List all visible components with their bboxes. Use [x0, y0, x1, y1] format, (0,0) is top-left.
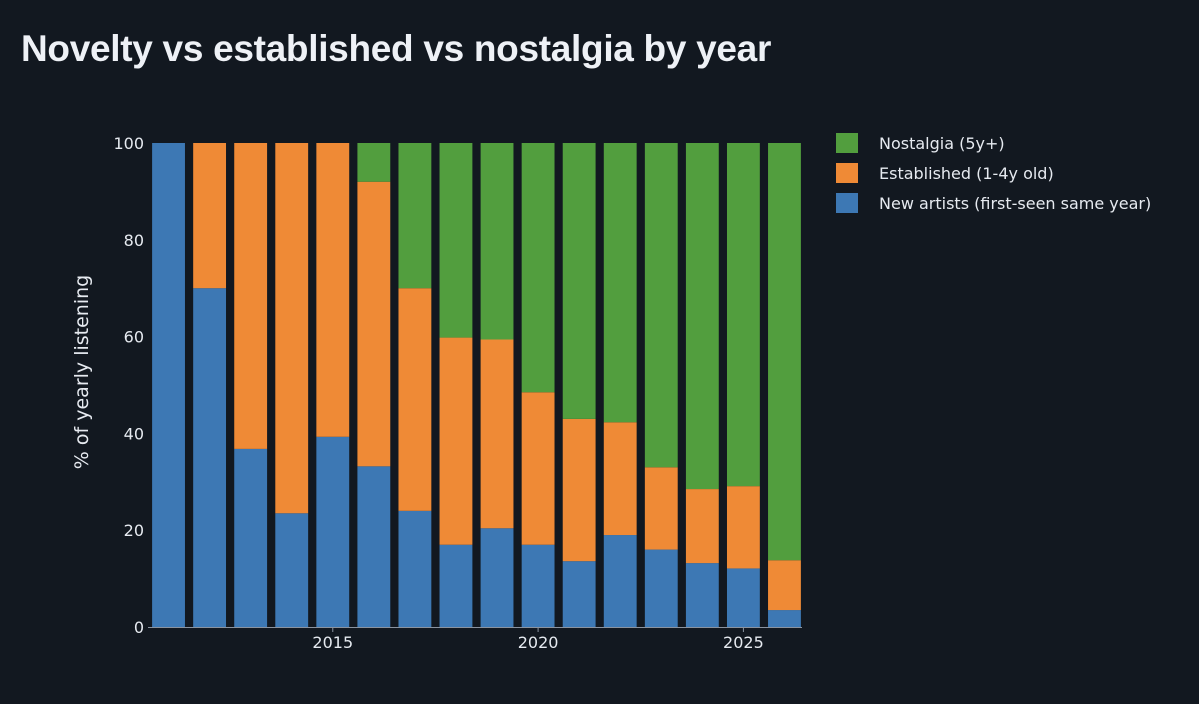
legend-swatch [836, 193, 858, 213]
legend-item-new[interactable]: New artists (first-seen same year) [836, 188, 1151, 218]
bar-segment-2025-series-2 [726, 143, 760, 487]
legend-item-established[interactable]: Established (1-4y old) [836, 158, 1151, 188]
bar-segment-2016-series-1 [357, 181, 391, 467]
bar-segment-2024-series-2 [685, 143, 719, 490]
y-tick-label-60: 60 [124, 328, 144, 347]
bar-segment-2020-series-0 [521, 544, 555, 627]
bar-segment-2023-series-2 [644, 143, 678, 468]
bar-segment-2017-series-2 [398, 143, 432, 289]
x-tick-label-2020: 2020 [518, 633, 559, 652]
y-axis-title: % of yearly listening [71, 275, 93, 469]
y-tick-label-20: 20 [124, 521, 144, 540]
y-tick-label-0: 0 [134, 618, 144, 637]
legend-label: Established (1-4y old) [879, 163, 1054, 183]
bar-segment-2024-series-1 [685, 489, 719, 564]
y-tick-label-80: 80 [124, 231, 144, 250]
bar-segment-2026-series-2 [768, 143, 801, 561]
y-tick-label-40: 40 [124, 424, 144, 443]
bar-segment-2019-series-2 [480, 143, 514, 340]
bar-segment-2012-series-1 [193, 143, 227, 289]
bar-segment-2012-series-0 [193, 288, 227, 627]
bar-segment-2021-series-1 [562, 418, 596, 562]
bar-segment-2013-series-1 [234, 143, 268, 449]
bars-layer [152, 143, 801, 627]
bar-segment-2013-series-0 [234, 448, 268, 627]
bar-segment-2015-series-0 [316, 436, 350, 627]
axes-layer: 0 20 40 60 80 100 2015 2020 2025 [113, 134, 802, 652]
bar-segment-2018-series-0 [439, 544, 473, 627]
legend-label: New artists (first-seen same year) [879, 193, 1152, 213]
chart-title: Novelty vs established vs nostalgia by y… [21, 28, 772, 69]
bar-segment-2015-series-1 [316, 143, 350, 437]
bar-segment-2019-series-1 [480, 339, 514, 529]
x-tick-label-2015: 2015 [312, 633, 353, 652]
bar-segment-2016-series-2 [357, 143, 391, 182]
bar-segment-2022-series-0 [603, 535, 637, 627]
legend: Nostalgia (5y+) Established (1-4y old) New… [836, 128, 1151, 218]
y-tick-label-100: 100 [113, 134, 144, 153]
bar-segment-2014-series-0 [275, 513, 309, 627]
legend-label: Nostalgia (5y+) [879, 133, 1005, 153]
bar-segment-2017-series-0 [398, 510, 432, 627]
bar-segment-2014-series-1 [275, 143, 309, 514]
legend-swatch [836, 163, 858, 183]
bar-segment-2011-series-0 [152, 143, 185, 627]
bar-segment-2022-series-1 [603, 422, 637, 536]
bar-segment-2023-series-1 [644, 467, 678, 550]
bar-segment-2025-series-0 [726, 568, 760, 627]
bar-segment-2019-series-0 [480, 528, 514, 627]
bar-segment-2026-series-1 [768, 560, 801, 611]
bar-segment-2021-series-2 [562, 143, 596, 419]
bar-segment-2021-series-0 [562, 561, 596, 627]
bar-segment-2017-series-1 [398, 288, 432, 511]
x-tick-label-2025: 2025 [723, 633, 764, 652]
bar-segment-2022-series-2 [603, 143, 637, 423]
bar-segment-2020-series-2 [521, 143, 555, 393]
bar-segment-2026-series-0 [768, 610, 801, 627]
bar-segment-2018-series-2 [439, 143, 473, 338]
bar-segment-2024-series-0 [685, 563, 719, 627]
bar-segment-2023-series-0 [644, 549, 678, 627]
bar-segment-2018-series-1 [439, 337, 473, 545]
bar-segment-2016-series-0 [357, 466, 391, 627]
legend-item-nostalgia[interactable]: Nostalgia (5y+) [836, 128, 1151, 158]
bar-segment-2020-series-1 [521, 392, 555, 545]
legend-swatch [836, 133, 858, 153]
bar-segment-2025-series-1 [726, 486, 760, 569]
